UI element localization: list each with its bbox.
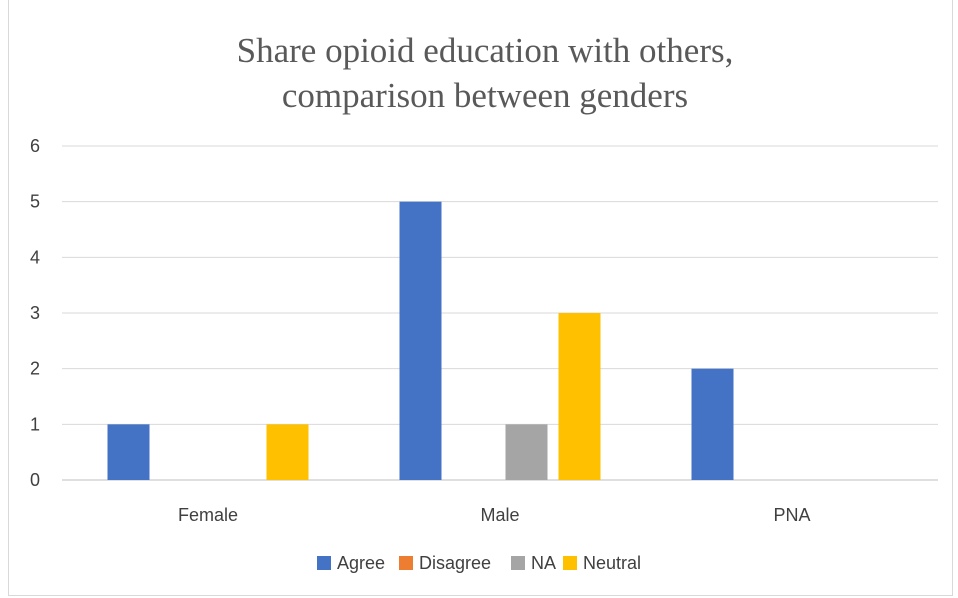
- legend-swatch-disagree: [399, 556, 413, 570]
- legend-label-neutral: Neutral: [583, 553, 641, 573]
- chart-frame: [8, 0, 953, 596]
- legend-label-na: NA: [531, 553, 556, 573]
- bars: [107, 201, 734, 480]
- x-tick-label: PNA: [773, 505, 810, 525]
- legend-label-agree: Agree: [337, 553, 385, 573]
- bar-neutral-male: [558, 313, 601, 480]
- y-tick-label: 3: [30, 303, 40, 323]
- y-tick-label: 6: [30, 136, 40, 156]
- x-tick-label: Female: [178, 505, 238, 525]
- y-tick-label: 2: [30, 359, 40, 379]
- y-axis-ticks: 0 1 2 3 4 5 6: [30, 136, 40, 490]
- gridlines: [62, 145, 938, 481]
- y-tick-label: 5: [30, 192, 40, 212]
- bar-agree-female: [107, 424, 150, 480]
- y-tick-label: 4: [30, 247, 40, 267]
- bar-agree-pna: [691, 368, 734, 480]
- bar-agree-male: [399, 201, 442, 480]
- y-tick-label: 0: [30, 470, 40, 490]
- legend-swatch-agree: [317, 556, 331, 570]
- y-tick-label: 1: [30, 414, 40, 434]
- bar-na-male: [505, 424, 548, 480]
- legend: Agree Disagree NA Neutral: [317, 553, 641, 573]
- x-tick-label: Male: [480, 505, 519, 525]
- chart-title-line-1: Share opioid education with others,: [237, 31, 734, 70]
- bar-neutral-female: [266, 424, 309, 480]
- chart-title-line-2: comparison between genders: [282, 76, 688, 115]
- x-axis-ticks: Female Male PNA: [178, 505, 811, 525]
- legend-label-disagree: Disagree: [419, 553, 491, 573]
- legend-swatch-na: [511, 556, 525, 570]
- legend-swatch-neutral: [563, 556, 577, 570]
